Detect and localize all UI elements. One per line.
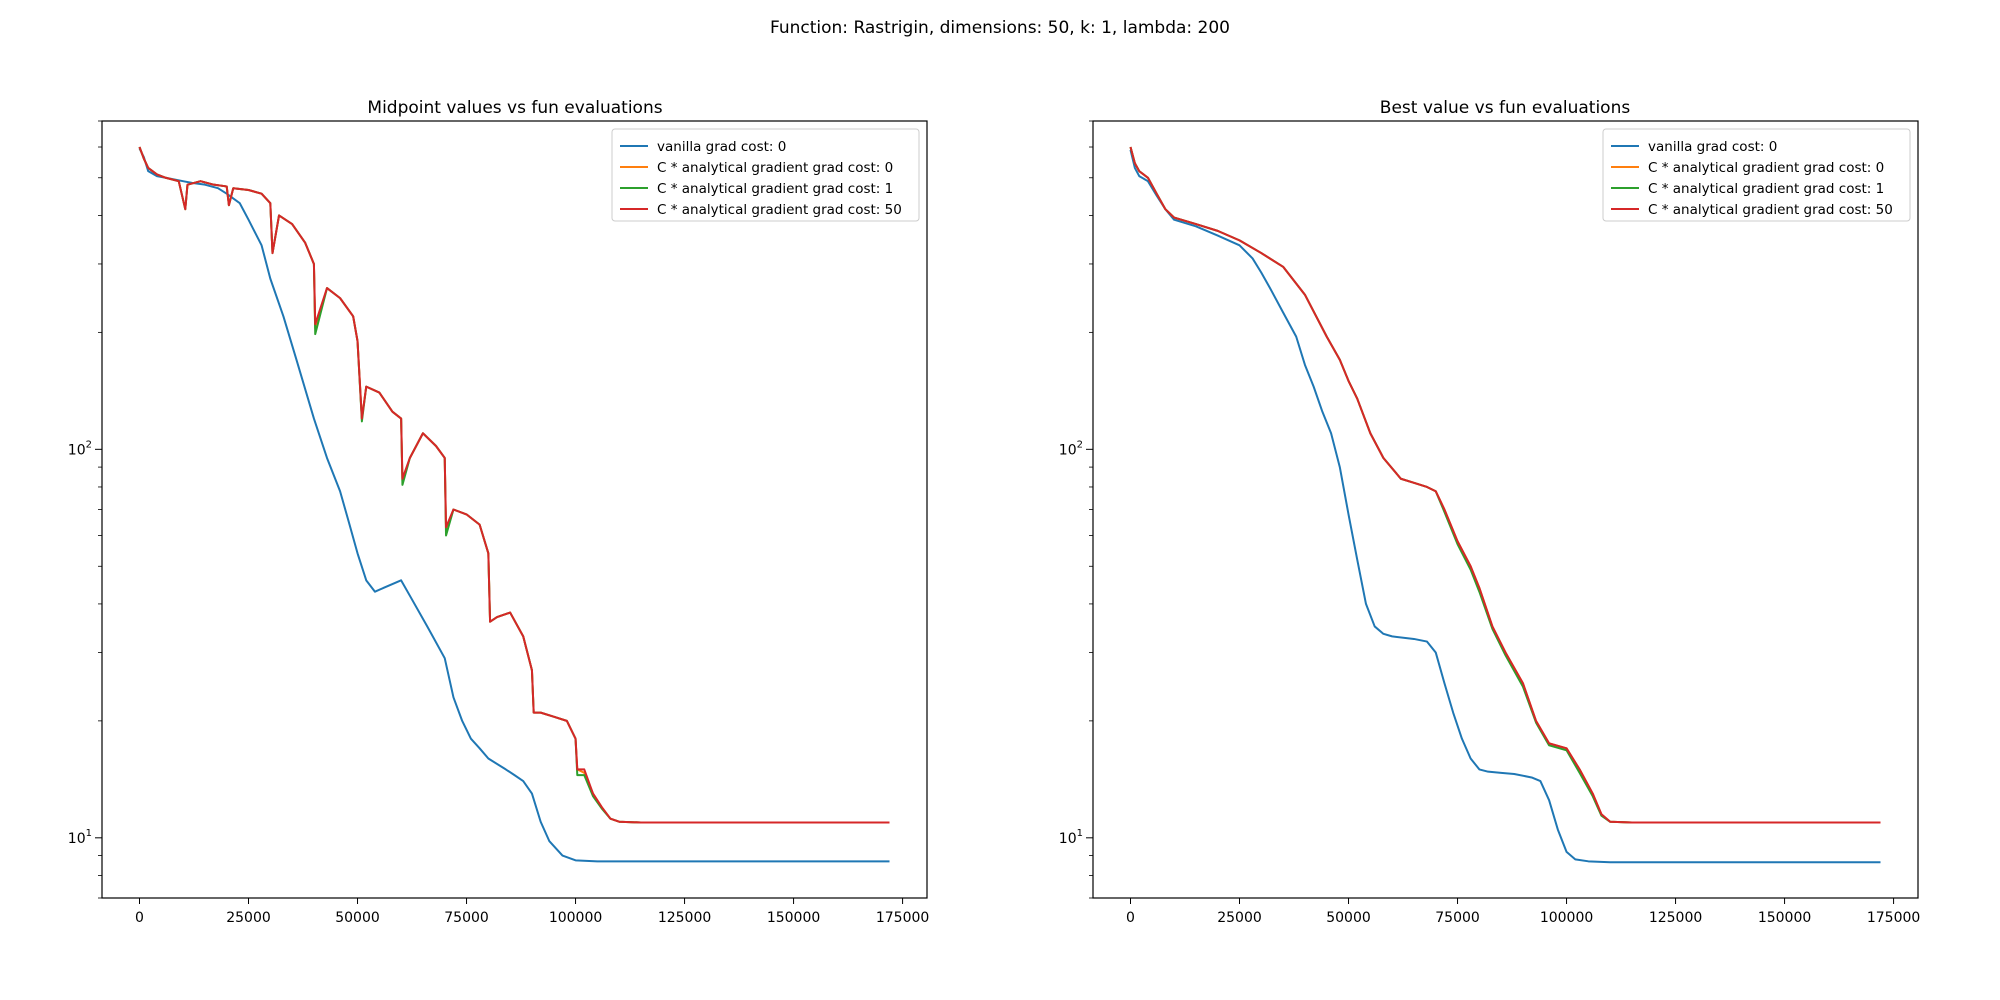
x-tick-label: 75000 xyxy=(1435,910,1480,926)
x-tick-label: 150000 xyxy=(1758,910,1811,926)
y-tick-label: 101 xyxy=(1059,828,1083,847)
x-tick-label: 100000 xyxy=(1540,910,1593,926)
legend-label: C * analytical gradient grad cost: 1 xyxy=(657,181,893,197)
x-tick-label: 175000 xyxy=(876,910,929,926)
y-tick-label: 101 xyxy=(68,828,92,847)
x-tick-label: 125000 xyxy=(658,910,711,926)
legend-label: vanilla grad cost: 0 xyxy=(657,139,786,155)
series-line xyxy=(138,147,890,863)
legend: vanilla grad cost: 0 C * analytical gradi… xyxy=(1602,128,1911,222)
x-tick-label: 125000 xyxy=(1649,910,1702,926)
series-lines xyxy=(138,146,890,863)
y-tick-label: 102 xyxy=(68,439,92,458)
series-lines xyxy=(1129,146,1881,864)
legend-label: C * analytical gradient grad cost: 50 xyxy=(1648,202,1893,218)
x-tick-label: 50000 xyxy=(335,910,380,926)
legend-label: C * analytical gradient grad cost: 1 xyxy=(1648,181,1884,197)
series-line xyxy=(1129,149,1881,864)
chart-title: Midpoint values vs fun evaluations xyxy=(367,98,662,118)
chart-title: Best value vs fun evaluations xyxy=(1380,98,1631,118)
legend-label: C * analytical gradient grad cost: 0 xyxy=(657,160,893,176)
legend: vanilla grad cost: 0 C * analytical gradi… xyxy=(611,128,920,222)
x-tick-label: 0 xyxy=(1126,910,1135,926)
x-tick-label: 50000 xyxy=(1326,910,1371,926)
series-line xyxy=(1129,146,1881,824)
y-tick-label: 102 xyxy=(1059,439,1083,458)
midpoint-values-chart: Midpoint values vs fun evaluations 0 2500… xyxy=(68,98,930,926)
axes-frame xyxy=(1092,120,1919,899)
legend-frame xyxy=(1602,128,1911,222)
x-tick-label: 0 xyxy=(135,910,144,926)
best-value-chart: Best value vs fun evaluations 0 25000 5000… xyxy=(1059,98,1921,926)
series-line xyxy=(138,146,890,824)
axes-frame xyxy=(101,120,928,899)
figure-suptitle: Function: Rastrigin, dimensions: 50, k: … xyxy=(770,18,1230,38)
series-line xyxy=(138,146,890,824)
legend-label: C * analytical gradient grad cost: 50 xyxy=(657,202,902,218)
x-tick-label: 150000 xyxy=(767,910,820,926)
x-tick-label: 25000 xyxy=(1217,910,1262,926)
x-tick-label: 25000 xyxy=(226,910,271,926)
legend-frame xyxy=(611,128,920,222)
legend-label: C * analytical gradient grad cost: 0 xyxy=(1648,160,1884,176)
x-tick-label: 100000 xyxy=(549,910,602,926)
x-tick-label: 175000 xyxy=(1867,910,1920,926)
series-line xyxy=(138,146,890,824)
legend-label: vanilla grad cost: 0 xyxy=(1648,139,1777,155)
x-tick-label: 75000 xyxy=(444,910,489,926)
